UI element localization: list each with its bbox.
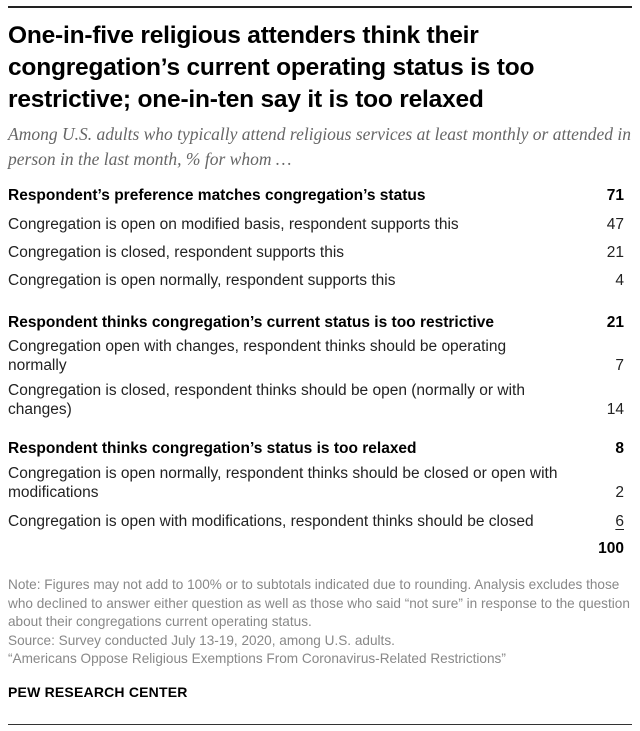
group-label: Respondent thinks congregation’s status … bbox=[8, 440, 417, 457]
total-value: 100 bbox=[598, 540, 624, 557]
group-label: Respondent thinks congregation’s current… bbox=[8, 314, 495, 331]
item-label: Congregation is open on modified basis, … bbox=[8, 216, 459, 233]
report-title: “Americans Oppose Religious Exemptions F… bbox=[8, 651, 506, 667]
item-value: 2 bbox=[615, 484, 624, 501]
item-value: 6 bbox=[615, 513, 624, 530]
top-rule bbox=[8, 6, 632, 8]
group-label: Respondent’s preference matches congrega… bbox=[8, 187, 426, 204]
item-value: 4 bbox=[615, 272, 624, 289]
item-value: 47 bbox=[606, 216, 624, 233]
source-text: Source: Survey conducted July 13-19, 202… bbox=[8, 632, 395, 648]
item-label: Congregation is open normally, responden… bbox=[8, 272, 396, 289]
bottom-rule bbox=[8, 724, 632, 725]
group-value: 8 bbox=[615, 440, 624, 457]
item-value: 21 bbox=[606, 244, 624, 261]
note-text: Note: Figures may not add to 100% or to … bbox=[8, 577, 630, 630]
item-label: Congregation is open with modifications,… bbox=[8, 513, 534, 530]
item-value: 14 bbox=[606, 401, 624, 418]
group-value: 21 bbox=[606, 314, 624, 331]
chart-title: One-in-five religious attenders think th… bbox=[8, 22, 535, 113]
chart-subtitle: Among U.S. adults who typically attend r… bbox=[8, 124, 631, 169]
item-label: Congregation open with changes, responde… bbox=[8, 338, 507, 374]
item-value: 7 bbox=[615, 357, 624, 374]
item-label: Congregation is open normally, responden… bbox=[8, 465, 558, 501]
item-label: Congregation is closed, respondent suppo… bbox=[8, 244, 345, 261]
credit-logo-text: PEW RESEARCH CENTER bbox=[8, 684, 188, 700]
item-label: Congregation is closed, respondent think… bbox=[8, 382, 525, 418]
group-value: 71 bbox=[606, 187, 624, 204]
footnote: Note: Figures may not add to 100% or to … bbox=[8, 576, 633, 669]
